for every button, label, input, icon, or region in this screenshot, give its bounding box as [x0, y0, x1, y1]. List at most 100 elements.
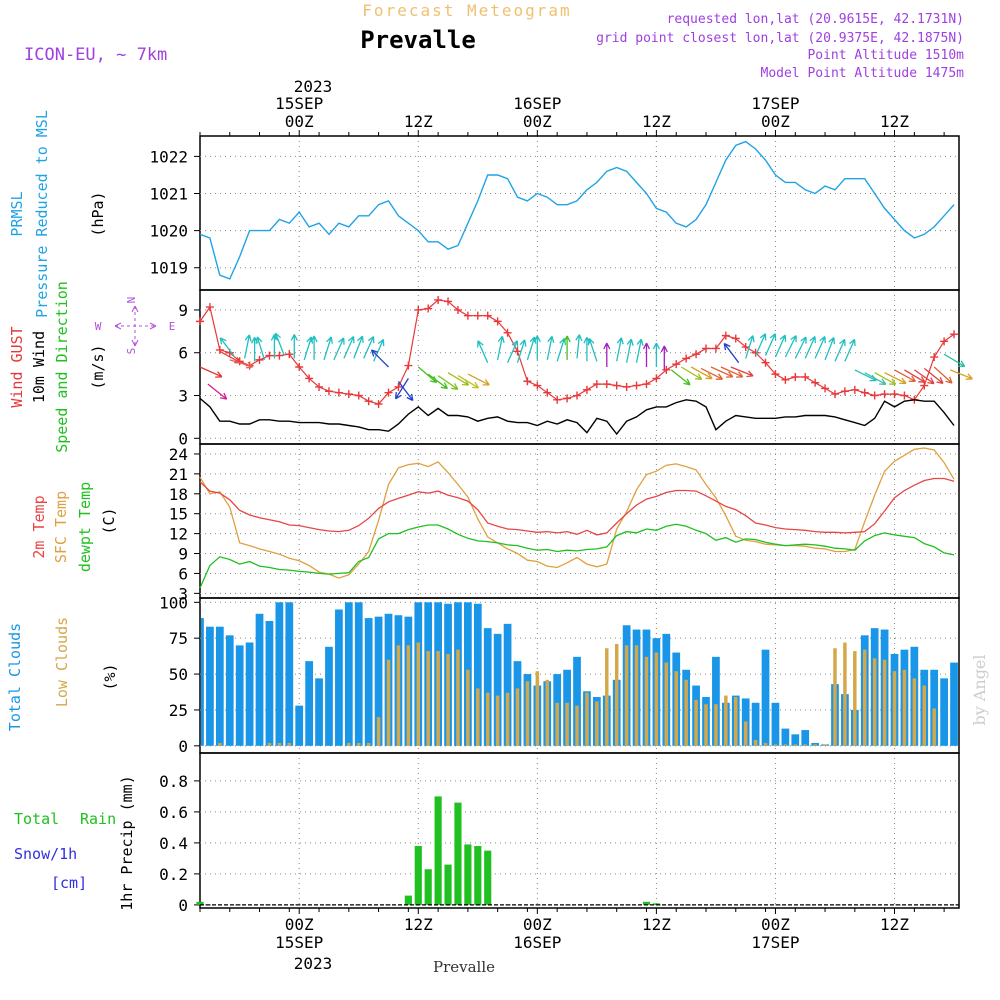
compass-n: N [125, 297, 138, 304]
total-cloud-bar [493, 633, 502, 746]
wind-compass: N S W E [95, 297, 176, 355]
low-cloud-bar [565, 702, 569, 746]
temperature-y-tick-label: 15 [169, 505, 188, 524]
wind-direction-arrow [255, 336, 266, 361]
low-cloud-bar [882, 659, 887, 746]
total-cloud-bar [335, 609, 343, 746]
total-cloud-bar [225, 635, 234, 746]
temperature-y-tick-label: 3 [178, 584, 188, 603]
temperature-y-tick-label: 21 [169, 465, 188, 484]
wind-direction-arrow [884, 372, 907, 385]
total-cloud-bar [344, 602, 353, 746]
wind-gust-marker [761, 358, 770, 367]
pressure-frame [199, 135, 960, 291]
wind-gust-marker [196, 317, 204, 326]
top-time-label: 12Z [404, 112, 433, 131]
wind-gust-marker [424, 304, 433, 313]
top-day-label: 17SEP [751, 94, 799, 113]
wind-gust-marker [870, 391, 879, 400]
wind-direction-arrow [844, 338, 856, 362]
wind-gust-marker [622, 382, 631, 391]
wind-direction-arrow [447, 372, 470, 386]
wind-gust-marker [850, 385, 859, 394]
total-cloud-bar [940, 678, 948, 746]
bottom-time-label: 00Z [523, 915, 552, 934]
location-title: Prevalle [360, 26, 476, 54]
wind-direction-arrow [864, 372, 887, 385]
total-cloud-bar [364, 618, 373, 746]
wind-speed-line [199, 397, 955, 436]
wind-gust-marker [731, 334, 740, 343]
wind-direction-arrow [343, 335, 355, 359]
wind-label-gust: Wind GUST [8, 326, 26, 407]
rain-bar [484, 850, 492, 905]
total-cloud-bar [483, 628, 492, 746]
rain-bar [434, 796, 442, 905]
wind-direction-arrow [784, 335, 797, 358]
rain-bar [424, 869, 432, 905]
wind-gust-marker [523, 377, 532, 386]
precip-y-tick-label: 0 [178, 896, 188, 915]
wind-gust-marker [573, 391, 582, 400]
wind-gust-marker [434, 295, 443, 304]
rain-bar [464, 844, 472, 905]
pressure-y-tick-label: 1021 [149, 185, 188, 204]
low-cloud-bar [793, 744, 798, 746]
low-cloud-bar [634, 645, 639, 746]
low-cloud-bar [823, 744, 827, 746]
low-cloud-bar [684, 679, 688, 746]
wind-direction-arrow [894, 369, 917, 383]
total-cloud-bar [950, 662, 958, 746]
wind-direction-arrow [516, 339, 527, 363]
wind-gust-marker [791, 372, 800, 381]
top-year-label: 2023 [294, 77, 333, 96]
precip-y-tick-label: 0.6 [159, 803, 188, 822]
wind-gust-marker [602, 380, 611, 389]
wind-direction-arrow [575, 334, 583, 359]
wind-gust-marker [463, 311, 472, 320]
wind-gust-marker [682, 354, 691, 363]
wind-panel: Wind GUST 10m Wind Speed and Direction (… [8, 281, 973, 453]
top-time-label: 12Z [642, 112, 671, 131]
wind-gust-marker [840, 387, 849, 396]
precip-panel: Total Rain Snow/1h [cm] 1hr Precip (mm) … [14, 752, 960, 915]
wind-gust-marker [205, 303, 214, 312]
wind-direction-arrow [373, 338, 385, 362]
wind-gust-marker [384, 388, 393, 397]
bottom-time-label: 12Z [880, 915, 909, 934]
wind-direction-arrow [904, 369, 926, 383]
low-cloud-bar [853, 651, 857, 746]
pressure-y-tick-label: 1020 [149, 222, 188, 241]
cloud-y-tick-label: 50 [169, 665, 188, 684]
top-time-label: 00Z [523, 112, 552, 131]
wind-direction-arrow [642, 342, 651, 367]
low-cloud-bar [267, 742, 272, 746]
low-cloud-bar [376, 717, 381, 746]
total-cloud-bar [801, 730, 810, 746]
cloud-unit: (%) [101, 663, 119, 690]
low-cloud-bar [218, 742, 222, 746]
point-altitude: Point Altitude 1510m [807, 48, 964, 63]
wind-direction-arrow [690, 366, 713, 380]
wind-gust-marker [563, 394, 572, 403]
wind-direction-arrow [854, 369, 877, 382]
low-cloud-bar [694, 699, 698, 746]
wind-gust-marker [364, 397, 373, 406]
top-day-label: 15SEP [275, 94, 323, 113]
temperature-y-tick-label: 12 [169, 525, 188, 544]
low-cloud-bar [803, 744, 807, 746]
wind-gust-marker [334, 388, 343, 397]
wind-gust-marker [811, 378, 820, 387]
low-cloud-bar [753, 740, 758, 746]
total-cloud-bar [374, 616, 383, 746]
wind-gust-marker [354, 391, 363, 400]
total-cloud-bar [811, 742, 820, 746]
low-cloud-bar [287, 742, 292, 746]
low-cloud-bar [366, 742, 371, 746]
wind-gust-marker [275, 351, 284, 360]
wind-direction-arrow [363, 335, 375, 359]
wind-gust-marker [582, 385, 591, 394]
wind-gust-marker [632, 381, 641, 390]
total-cloud-bar [325, 646, 333, 746]
low-cloud-bar [872, 658, 877, 746]
